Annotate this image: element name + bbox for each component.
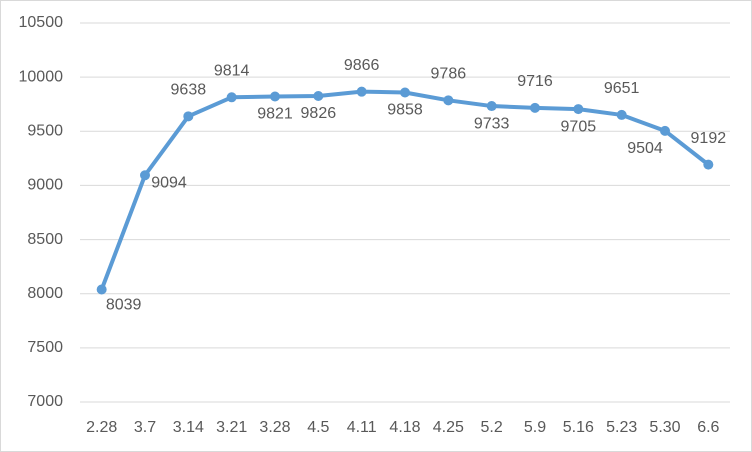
y-tick-label: 8500 xyxy=(27,231,63,248)
data-label: 9504 xyxy=(627,140,663,157)
data-point xyxy=(573,104,584,115)
data-point xyxy=(530,102,540,113)
data-point xyxy=(400,87,410,98)
data-label: 9705 xyxy=(561,118,597,135)
data-point xyxy=(183,111,194,122)
data-label: 9192 xyxy=(691,130,727,147)
data-label: 9651 xyxy=(604,80,640,97)
x-tick-label: 5.23 xyxy=(606,419,637,436)
data-label: 9786 xyxy=(431,66,467,83)
y-tick-label: 7500 xyxy=(27,339,63,356)
data-label: 9094 xyxy=(151,174,187,191)
y-tick-label: 10500 xyxy=(19,14,64,31)
data-label: 9858 xyxy=(387,102,423,119)
data-point xyxy=(270,91,280,102)
data-point xyxy=(443,95,454,106)
x-tick-label: 5.2 xyxy=(481,419,503,436)
data-label: 9716 xyxy=(517,73,553,90)
data-label: 8039 xyxy=(106,297,142,314)
x-tick-label: 4.5 xyxy=(307,419,329,436)
data-point xyxy=(703,159,714,170)
data-point xyxy=(356,86,367,97)
data-label: 9733 xyxy=(474,115,510,132)
x-tick-label: 3.14 xyxy=(173,419,204,436)
data-label: 9814 xyxy=(214,63,250,80)
y-tick-label: 10000 xyxy=(19,68,64,85)
x-tick-label: 2.28 xyxy=(86,419,117,436)
y-tick-label: 8000 xyxy=(27,285,63,302)
data-label: 9638 xyxy=(171,82,207,99)
data-point xyxy=(313,90,324,101)
y-tick-label: 7000 xyxy=(27,393,63,410)
x-tick-label: 5.16 xyxy=(563,419,594,436)
data-point xyxy=(226,92,237,103)
y-tick-label: 9000 xyxy=(27,177,63,194)
data-label: 9821 xyxy=(257,106,293,123)
x-tick-label: 6.6 xyxy=(697,419,719,436)
data-label: 9826 xyxy=(301,105,337,122)
x-tick-label: 3.7 xyxy=(134,419,156,436)
data-label: 9866 xyxy=(344,57,380,74)
x-tick-label: 3.21 xyxy=(216,419,247,436)
x-tick-label: 4.18 xyxy=(389,419,420,436)
data-point xyxy=(96,284,107,295)
data-point xyxy=(660,125,670,136)
x-tick-label: 4.25 xyxy=(433,419,464,436)
x-tick-label: 5.9 xyxy=(524,419,546,436)
x-tick-label: 5.30 xyxy=(649,419,680,436)
data-point xyxy=(616,109,627,120)
y-tick-label: 9500 xyxy=(27,123,63,140)
x-tick-label: 3.28 xyxy=(259,419,290,436)
data-point xyxy=(140,170,150,181)
data-point xyxy=(486,101,497,112)
x-tick-label: 4.11 xyxy=(347,419,377,436)
